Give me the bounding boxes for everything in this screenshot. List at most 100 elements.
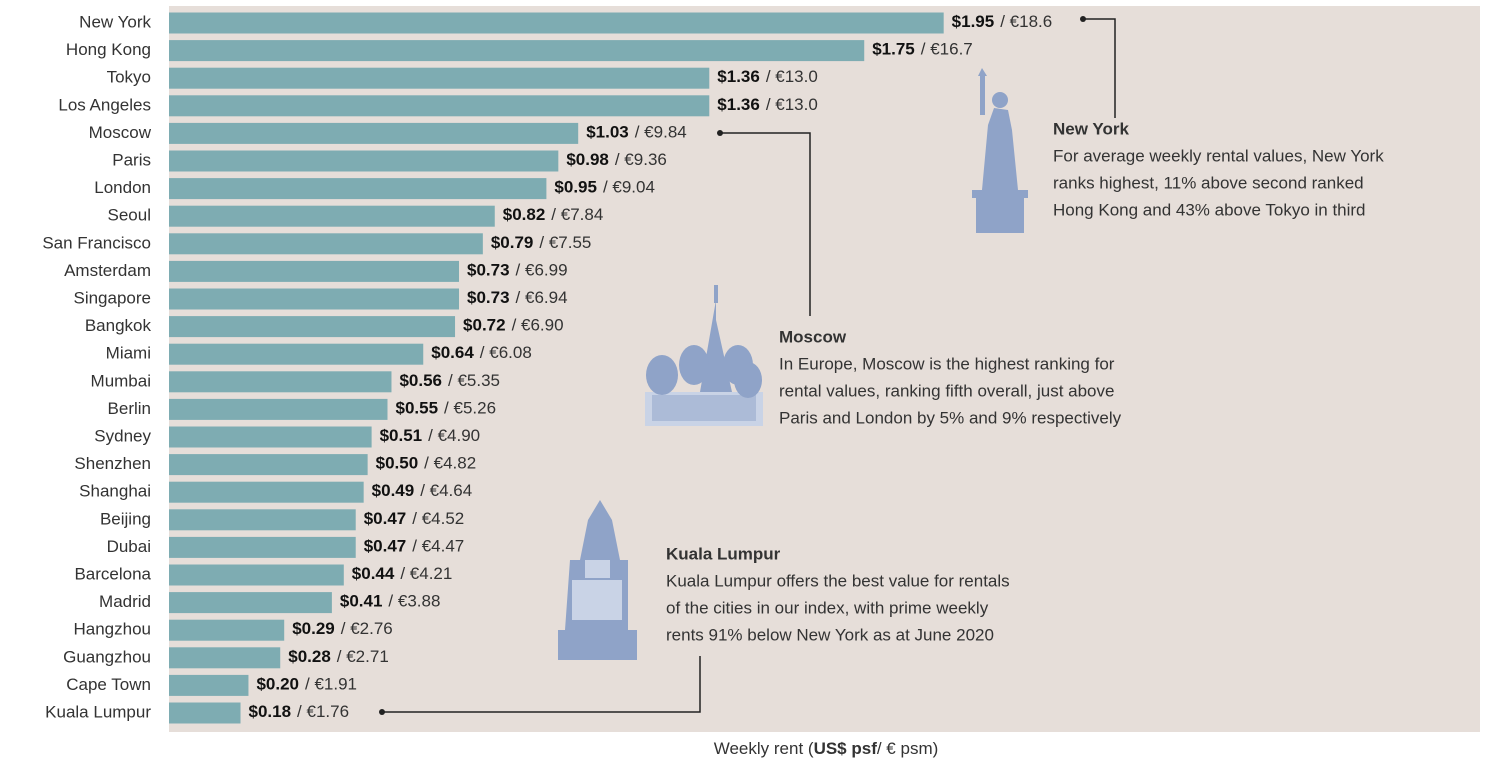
bar	[169, 619, 285, 641]
value-label: $0.72 / €6.90	[463, 316, 564, 335]
value-label-usd: $0.51	[380, 426, 423, 445]
icon-part	[734, 362, 762, 398]
category-label: Bangkok	[85, 316, 152, 335]
bar	[169, 592, 332, 614]
bar	[169, 702, 241, 724]
x-axis-label-part: / € psm)	[877, 739, 938, 758]
value-label: $0.44 / €4.21	[352, 564, 453, 583]
value-label-eur: / €9.36	[615, 150, 667, 169]
annotation-text: ranks highest, 11% above second ranked	[1053, 173, 1364, 192]
value-label-eur: / €4.82	[424, 454, 476, 473]
connector	[722, 132, 811, 316]
category-label: Cape Town	[66, 675, 151, 694]
value-label-eur: / €6.99	[516, 261, 568, 280]
bar	[169, 343, 424, 365]
bar	[169, 481, 364, 503]
category-label: Singapore	[73, 288, 151, 307]
value-label-eur: / €2.76	[341, 620, 393, 639]
value-label: $0.56 / €5.35	[399, 371, 500, 390]
value-label-usd: $0.98	[566, 150, 609, 169]
value-label-eur: / €9.04	[603, 178, 655, 197]
value-label: $0.95 / €9.04	[554, 178, 655, 197]
value-label: $0.73 / €6.99	[467, 261, 568, 280]
icon-part	[679, 345, 709, 385]
value-label-usd: $0.47	[364, 509, 407, 528]
bar	[169, 260, 460, 282]
value-label: $0.79 / €7.55	[491, 233, 592, 252]
value-label-usd: $0.64	[431, 344, 474, 363]
connector-dots	[379, 16, 1086, 715]
value-label-eur: / €3.88	[388, 592, 440, 611]
value-label: $0.51 / €4.90	[380, 426, 481, 445]
icon-part	[982, 108, 1018, 190]
value-label-usd: $0.20	[256, 675, 299, 694]
value-label-eur: / €4.52	[412, 509, 464, 528]
icon-part	[980, 75, 985, 115]
value-label: $0.98 / €9.36	[566, 150, 667, 169]
annotations: New York For average weekly rental values…	[666, 119, 1384, 644]
category-label: Shenzhen	[74, 454, 151, 473]
value-label-eur: / €6.08	[480, 344, 532, 363]
category-label: Seoul	[108, 206, 151, 225]
category-label: London	[94, 178, 151, 197]
category-label: Beijing	[100, 509, 151, 528]
bar	[169, 454, 368, 476]
category-label: Barcelona	[74, 564, 151, 583]
value-label-usd: $0.49	[372, 482, 415, 501]
value-label-eur: / €7.84	[551, 206, 603, 225]
value-label: $0.73 / €6.94	[467, 288, 568, 307]
annotation-text: Paris and London by 5% and 9% respective…	[779, 408, 1122, 427]
value-label: $0.82 / €7.84	[503, 206, 604, 225]
category-label: San Francisco	[42, 233, 151, 252]
category-label: Moscow	[89, 123, 152, 142]
icon-part	[646, 355, 678, 395]
annotation-text: rents 91% below New York as at June 2020	[666, 625, 994, 644]
bar	[169, 316, 456, 338]
icon-part	[572, 580, 622, 620]
value-label-eur: / €4.64	[420, 482, 472, 501]
value-label: $1.03 / €9.84	[586, 123, 687, 142]
category-label: Dubai	[107, 537, 151, 556]
category-label: Hong Kong	[66, 40, 151, 59]
annotation-text: Hong Kong and 43% above Tokyo in third	[1053, 200, 1366, 219]
category-label: Guangzhou	[63, 647, 151, 666]
category-label: Miami	[106, 344, 151, 363]
value-label: $1.75 / €16.7	[872, 40, 973, 59]
category-label: Hangzhou	[73, 620, 151, 639]
value-label-eur: / €7.55	[539, 233, 591, 252]
value-label-eur: / €13.0	[766, 95, 818, 114]
value-label-usd: $0.47	[364, 537, 407, 556]
value-label-eur: / €5.35	[448, 371, 500, 390]
connectors	[384, 18, 1116, 713]
value-label: $0.49 / €4.64	[372, 482, 473, 501]
value-label-eur: / €4.90	[428, 426, 480, 445]
cathedral-icon	[645, 285, 763, 426]
value-label-usd: $0.56	[399, 371, 442, 390]
value-label-usd: $0.29	[292, 620, 335, 639]
value-label-usd: $0.18	[249, 702, 292, 721]
value-label-eur: / €9.84	[635, 123, 687, 142]
value-label-eur: / €6.94	[516, 288, 568, 307]
value-label-eur: / €1.76	[297, 702, 349, 721]
value-label-eur: / €13.0	[766, 68, 818, 87]
connector-dot	[717, 130, 723, 136]
value-label-usd: $0.28	[288, 647, 331, 666]
category-label: Los Angeles	[58, 95, 151, 114]
value-label-usd: $0.79	[491, 233, 534, 252]
value-label: $0.20 / €1.91	[256, 675, 357, 694]
value-label-eur: / €2.71	[337, 647, 389, 666]
value-label: $0.29 / €2.76	[292, 620, 393, 639]
value-label-eur: / €6.90	[512, 316, 564, 335]
value-label-usd: $0.95	[554, 178, 597, 197]
bar	[169, 178, 547, 200]
annotation-title: Moscow	[779, 327, 847, 346]
category-label: Amsterdam	[64, 261, 151, 280]
bar	[169, 205, 495, 227]
category-label: New York	[79, 12, 151, 31]
bar	[169, 426, 372, 448]
bar	[169, 674, 249, 696]
annotation-text: In Europe, Moscow is the highest ranking…	[779, 354, 1115, 373]
connector-dot	[1080, 16, 1086, 22]
value-label-eur: / €1.91	[305, 675, 357, 694]
x-axis-label-part: Weekly rent (	[714, 739, 814, 758]
